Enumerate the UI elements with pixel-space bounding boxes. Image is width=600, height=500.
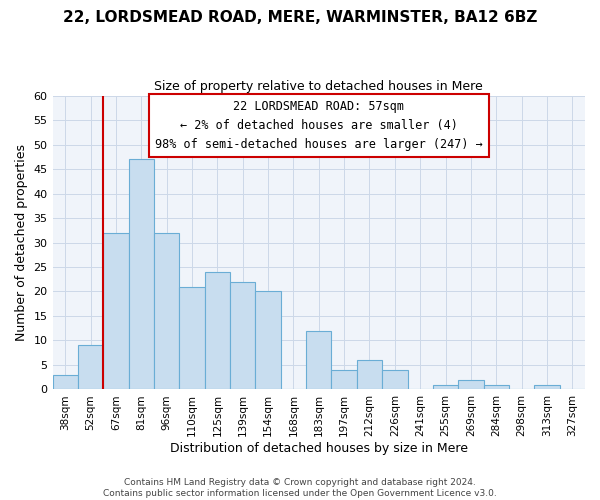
Bar — [230, 282, 256, 390]
Text: 22 LORDSMEAD ROAD: 57sqm
← 2% of detached houses are smaller (4)
98% of semi-det: 22 LORDSMEAD ROAD: 57sqm ← 2% of detache… — [155, 100, 482, 151]
Bar — [357, 360, 382, 390]
Bar — [306, 330, 331, 390]
Text: 22, LORDSMEAD ROAD, MERE, WARMINSTER, BA12 6BZ: 22, LORDSMEAD ROAD, MERE, WARMINSTER, BA… — [63, 10, 537, 25]
Bar — [128, 159, 154, 390]
X-axis label: Distribution of detached houses by size in Mere: Distribution of detached houses by size … — [170, 442, 468, 455]
Bar — [205, 272, 230, 390]
Bar — [458, 380, 484, 390]
Bar — [433, 384, 458, 390]
Y-axis label: Number of detached properties: Number of detached properties — [15, 144, 28, 341]
Bar — [179, 286, 205, 390]
Bar — [534, 384, 560, 390]
Bar — [103, 232, 128, 390]
Bar — [256, 292, 281, 390]
Bar — [382, 370, 407, 390]
Bar — [484, 384, 509, 390]
Title: Size of property relative to detached houses in Mere: Size of property relative to detached ho… — [154, 80, 483, 93]
Bar — [154, 232, 179, 390]
Bar — [331, 370, 357, 390]
Text: Contains HM Land Registry data © Crown copyright and database right 2024.
Contai: Contains HM Land Registry data © Crown c… — [103, 478, 497, 498]
Bar — [53, 375, 78, 390]
Bar — [78, 346, 103, 390]
